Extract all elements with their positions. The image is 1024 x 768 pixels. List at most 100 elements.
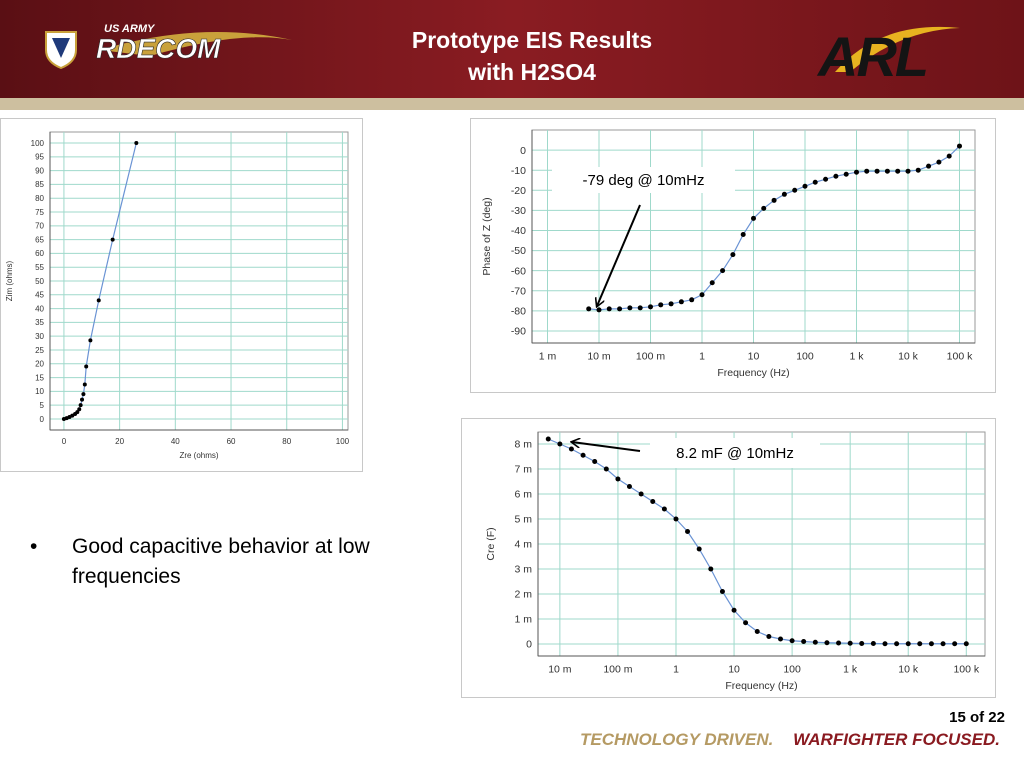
data-point: [751, 215, 756, 221]
x-tick-label: 10 m: [548, 664, 572, 676]
data-point: [833, 173, 839, 179]
x-tick-label: 0: [62, 437, 67, 446]
data-point: [557, 441, 563, 447]
x-tick-label: 1 m: [539, 351, 557, 363]
slide-title-line: Prototype EIS Results: [412, 27, 652, 53]
bullet-text: Good capacitive behavior at low frequenc…: [72, 535, 370, 588]
y-tick-label: 75: [35, 208, 44, 217]
x-tick-label: 100 k: [953, 664, 979, 676]
y-tick-label: 10: [35, 387, 44, 396]
x-tick-label: 10 k: [898, 351, 919, 363]
chart-panel: 10 m 100 m 1 10 100 1 k 10 k 100 k 0 1 m 2 m 3 m 4 m…: [461, 418, 996, 698]
data-point: [80, 397, 85, 402]
data-point: [689, 297, 695, 303]
y-tick-label: 50: [35, 277, 44, 286]
y-tick-label: 2 m: [514, 589, 532, 601]
x-tick-label: 20: [115, 437, 124, 446]
data-point: [568, 446, 574, 452]
data-point: [802, 183, 808, 189]
data-point: [545, 436, 551, 442]
data-point: [853, 169, 859, 175]
y-tick-label: 30: [35, 332, 44, 341]
y-tick-label: -40: [511, 225, 526, 237]
y-tick-label: -90: [511, 326, 526, 338]
y-tick-label: -60: [511, 265, 526, 277]
data-point: [730, 252, 736, 258]
y-tick-label: 7 m: [514, 464, 532, 476]
annotation-arrow: [597, 204, 641, 306]
data-point: [789, 638, 795, 644]
y-tick-label: 0: [520, 145, 526, 157]
y-tick-label: 95: [35, 153, 44, 162]
data-point: [603, 466, 609, 472]
data-point: [626, 484, 632, 489]
data-point: [884, 168, 890, 174]
data-point: [673, 516, 679, 522]
data-point: [952, 641, 958, 647]
data-point: [801, 639, 807, 644]
header-strip: [0, 98, 1024, 110]
data-point: [882, 641, 888, 647]
y-tick-label: -20: [511, 185, 526, 197]
tagline-part: TECHNOLOGY DRIVEN.: [580, 730, 773, 749]
data-point: [696, 546, 702, 552]
data-point: [836, 640, 842, 646]
y-tick-label: 15: [35, 373, 44, 382]
y-tick-label: 0: [40, 415, 45, 424]
x-axis-label: Frequency (Hz): [725, 680, 797, 692]
bullet-dot: •: [30, 535, 38, 558]
data-point: [606, 306, 612, 312]
x-tick-label: 40: [171, 437, 180, 446]
x-tick-label: 100: [336, 437, 350, 446]
data-point: [661, 506, 667, 512]
data-point: [963, 641, 969, 647]
tagline-part: WARFIGHTER FOCUSED.: [793, 730, 1000, 749]
data-point: [778, 636, 784, 642]
data-point: [638, 491, 644, 497]
data-point: [781, 191, 787, 197]
arl-text: ARL: [816, 25, 927, 88]
data-point: [917, 641, 923, 647]
data-point: [731, 607, 737, 613]
y-tick-label: 70: [35, 222, 44, 231]
data-point: [650, 499, 656, 504]
data-point: [766, 634, 772, 639]
page-number: 15 of 22: [949, 709, 1005, 726]
y-tick-label: 100: [31, 139, 45, 148]
slide-title-line: with H2SO4: [467, 59, 596, 85]
data-point: [915, 167, 921, 173]
data-point: [926, 163, 932, 169]
data-point: [928, 641, 934, 647]
x-tick-label: 100 k: [947, 351, 973, 363]
data-point: [847, 640, 853, 646]
y-tick-label: -10: [511, 165, 526, 177]
data-point: [708, 566, 714, 572]
y-tick-label: 5: [40, 401, 45, 410]
chart-panel: 0 20 40 60 80 100 0 5 10 15 20 25 30 35 40 45 50 55 60 65 70…: [0, 118, 363, 472]
data-point: [870, 641, 876, 646]
x-tick-label: 100: [783, 664, 801, 676]
data-point: [580, 452, 586, 458]
data-point: [940, 641, 946, 647]
y-tick-label: -70: [511, 285, 526, 297]
data-point: [874, 168, 880, 174]
y-tick-label: 6 m: [514, 489, 532, 501]
y-tick-label: 85: [35, 180, 44, 189]
data-point: [84, 364, 89, 369]
annotation-text: -79 deg @ 10mHz: [583, 172, 705, 189]
y-tick-label: 80: [35, 194, 44, 203]
data-point: [720, 268, 726, 274]
x-tick-label: 100 m: [636, 351, 665, 363]
y-tick-label: -50: [511, 245, 526, 257]
data-point: [709, 280, 715, 286]
x-axis-label: Frequency (Hz): [717, 367, 789, 379]
y-tick-label: 35: [35, 318, 44, 327]
data-point: [864, 168, 870, 174]
data-point: [743, 620, 749, 626]
y-tick-label: 1 m: [514, 614, 532, 626]
x-tick-label: 60: [227, 437, 236, 446]
data-point: [81, 392, 86, 397]
x-tick-label: 100: [796, 351, 814, 363]
rdecom-logo: US ARMY RDECOM: [45, 23, 292, 70]
y-tick-label: 0: [526, 639, 532, 651]
